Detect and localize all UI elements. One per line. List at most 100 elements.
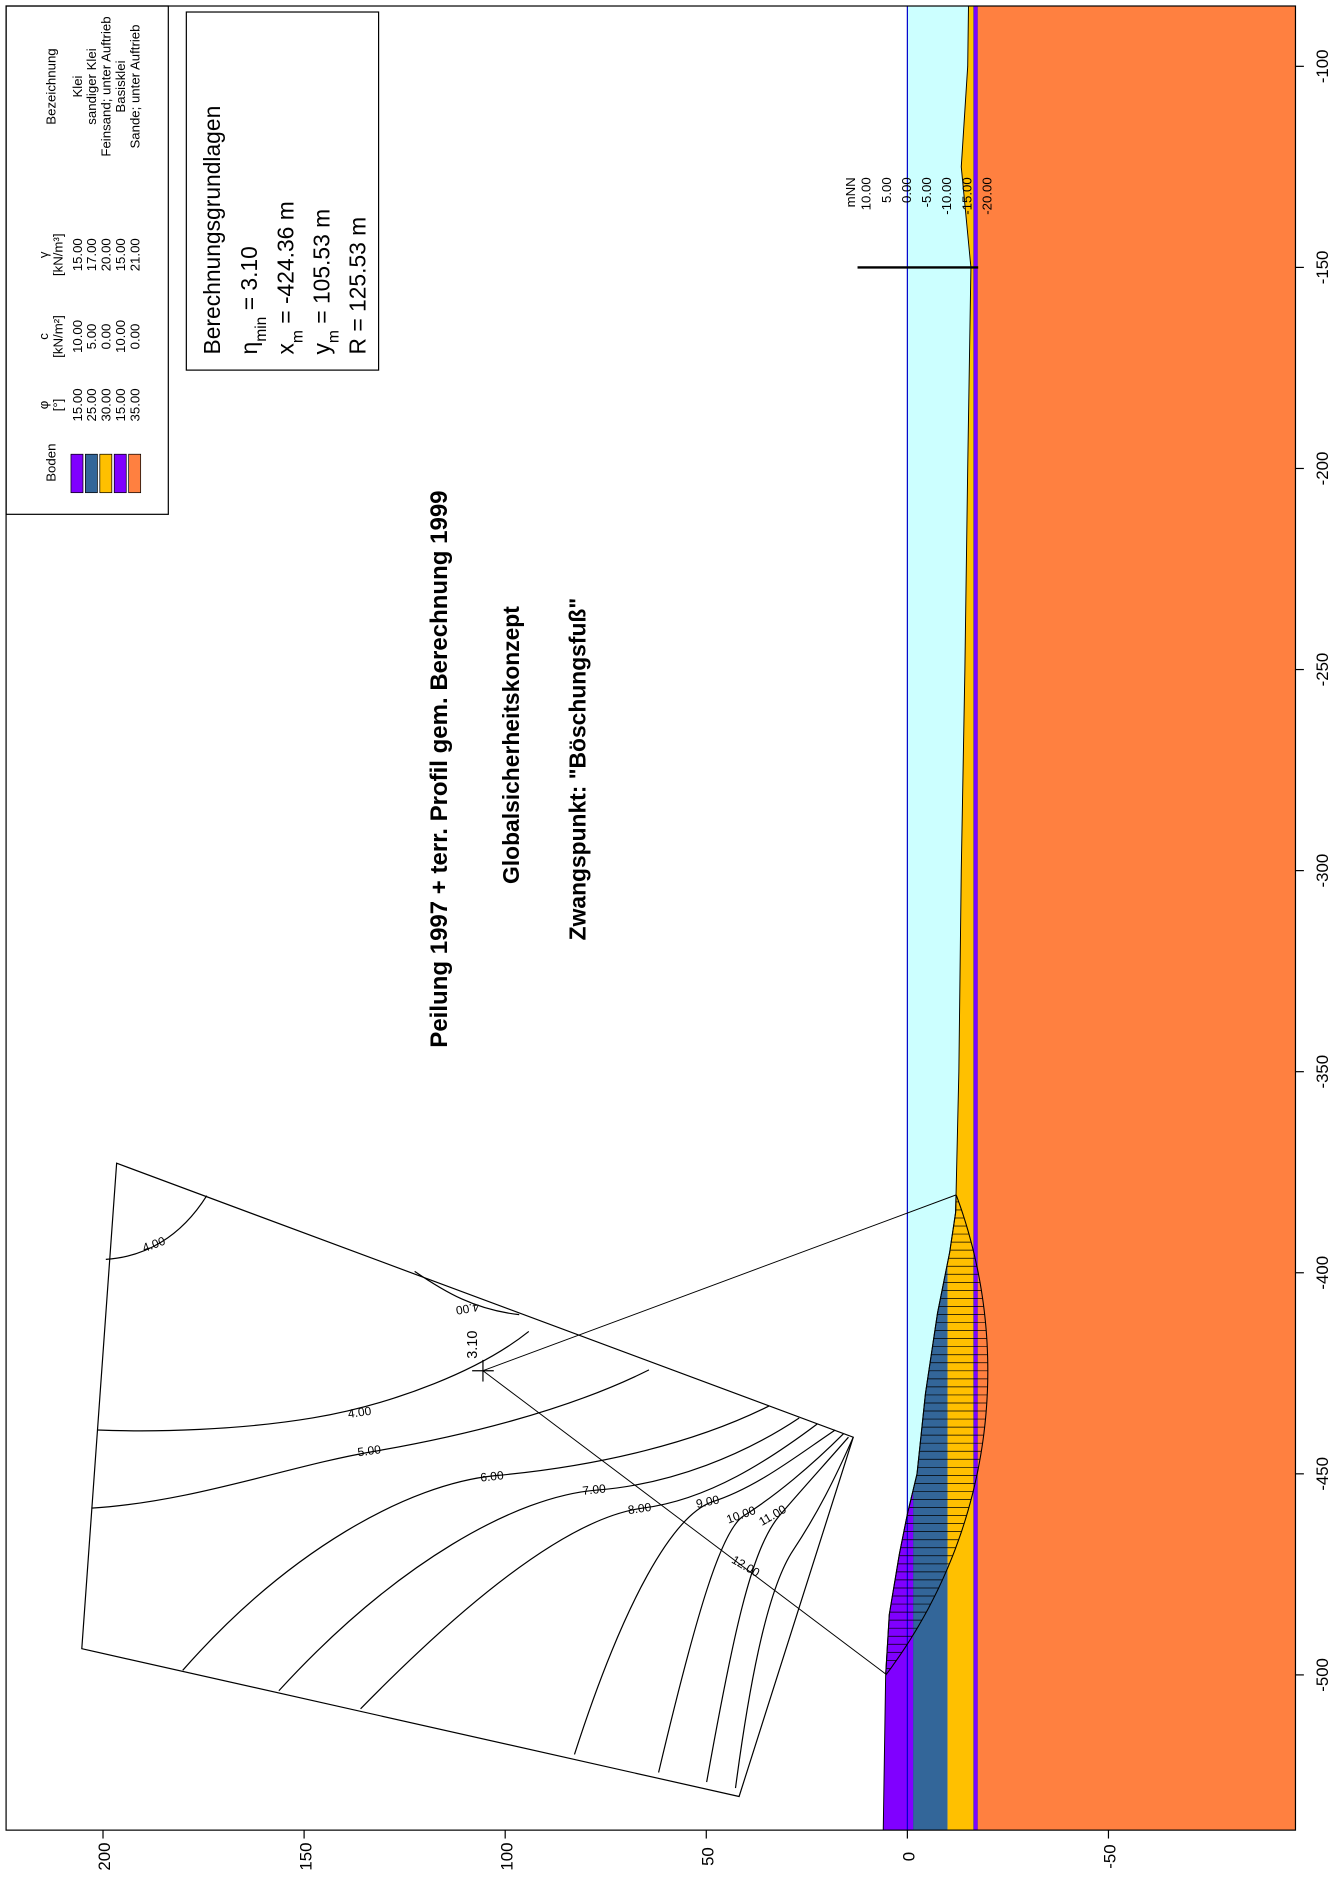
legend-name: Basisklei <box>113 60 128 112</box>
center-label: 3.10 <box>465 1331 481 1359</box>
results-symbol: η <box>236 342 262 355</box>
contour-grid: 4.00 4.00 4.00 5.00 6.00 7.00 8.00 9.00 … <box>81 1162 855 1798</box>
legend-name: Sande; unter Auftrieb <box>127 24 142 148</box>
x-tick-label: -100 <box>1313 50 1332 84</box>
y-tick-label: -50 <box>1101 1844 1120 1868</box>
y-tick-label: 200 <box>95 1843 114 1871</box>
contour-label: 8.00 <box>627 1500 652 1517</box>
contour-line <box>414 1270 520 1316</box>
radius-line <box>482 1194 957 1372</box>
legend-swatch <box>128 453 142 494</box>
ruler-label: -10.00 <box>939 177 954 214</box>
x-tick-label: -500 <box>1313 1658 1332 1692</box>
legend-header: φ <box>36 401 51 410</box>
legend-value: 25.00 <box>84 388 99 421</box>
results-box <box>185 11 380 371</box>
chart-title: Peilung 1997 + terr. Profil gem. Berechn… <box>426 490 453 1047</box>
contour-line <box>105 1195 208 1260</box>
results-value: = -424.36 m <box>272 201 298 330</box>
results-subscript: m <box>325 330 342 343</box>
results-line: ym = 105.53 m <box>308 209 341 355</box>
contour-label: 4.00 <box>454 1300 480 1318</box>
legend-value: 15.00 <box>113 238 128 271</box>
y-tick-label: 100 <box>497 1843 516 1871</box>
legend-header: [°] <box>51 399 66 412</box>
legend-header: Boden <box>43 444 58 482</box>
contour-line <box>573 1429 836 1755</box>
contour-line <box>278 1417 800 1692</box>
contour-line <box>706 1436 849 1783</box>
x-tick-label: -300 <box>1313 854 1332 888</box>
contour-line <box>182 1405 770 1671</box>
y-tick-label: 150 <box>296 1843 315 1871</box>
y-tick-label: 0 <box>900 1852 919 1861</box>
results-symbol: R <box>344 338 370 355</box>
ruler-label: -5.00 <box>919 177 934 207</box>
legend-value: 35.00 <box>127 388 142 421</box>
chart-subtitle: Globalsicherheitskonzept <box>498 606 524 884</box>
x-tick-label: -150 <box>1313 251 1332 285</box>
ruler-label: -15.00 <box>959 177 974 214</box>
legend-header: Bezeichnung <box>43 48 58 124</box>
legend-header: c <box>36 333 51 340</box>
frame <box>5 5 1297 1831</box>
soil-layer <box>977 6 1296 1831</box>
legend-value: 20.00 <box>99 238 114 271</box>
results-line: ηmin = 3.10 <box>236 246 270 354</box>
results-line: xm = -424.36 m <box>272 201 306 354</box>
results-value: = 105.53 m <box>308 209 334 330</box>
results-subscript: m <box>289 330 306 343</box>
contour-label: 4.00 <box>347 1404 372 1421</box>
legend-swatch <box>85 453 98 494</box>
legend-value: 17.00 <box>84 238 99 271</box>
legend-value: 0.00 <box>127 324 142 350</box>
legend-header: [kN/m³] <box>51 233 66 276</box>
contour-label: 6.00 <box>480 1468 505 1484</box>
legend-value: 5.00 <box>84 324 99 350</box>
results-symbol: y <box>308 342 334 354</box>
legend-name: sandiger Klei <box>84 48 99 124</box>
results-symbol: x <box>272 342 298 354</box>
y-tick-label: 50 <box>698 1847 717 1866</box>
ruler-label: -20.00 <box>979 177 994 214</box>
legend-value: 21.00 <box>127 238 142 271</box>
x-tick-label: -350 <box>1313 1055 1332 1089</box>
contour-line <box>360 1423 818 1710</box>
results-value: = 125.53 m <box>344 217 370 338</box>
results-value: = 3.10 <box>236 246 262 316</box>
legend-value: 15.00 <box>70 238 85 271</box>
ruler-label: 0.00 <box>899 177 914 203</box>
contour-label: 7.00 <box>582 1481 607 1497</box>
x-tick-label: -400 <box>1313 1256 1332 1290</box>
water <box>907 6 971 1831</box>
legend-swatch <box>70 453 84 494</box>
legend-header: [kN/m²] <box>51 315 66 358</box>
legend-value: 10.00 <box>70 320 85 353</box>
soil-layer <box>973 6 979 1831</box>
x-tick-label: -250 <box>1313 653 1332 687</box>
ruler-label: 10.00 <box>859 177 874 210</box>
results-line: R = 125.53 m <box>344 217 370 355</box>
contour-line <box>734 1436 854 1789</box>
legend-value: 15.00 <box>113 388 128 421</box>
legend-swatch <box>113 453 127 494</box>
legend-box <box>5 5 169 515</box>
ruler-label: 5.00 <box>879 177 894 203</box>
legend-header: γ <box>36 251 51 258</box>
legend-value: 15.00 <box>70 388 85 421</box>
contour-line <box>658 1433 845 1773</box>
contour-line <box>97 1330 530 1432</box>
chart-note: Zwangspunkt: "Böschungsfuß" <box>564 598 590 940</box>
results-title: Berechnungsgrundlagen <box>199 106 225 355</box>
contour-label: 9.00 <box>695 1492 721 1511</box>
radius-line <box>482 1370 887 1675</box>
legend-name: Feinsand; unter Auftrieb <box>99 16 114 156</box>
contour-label: 5.00 <box>357 1442 382 1459</box>
x-tick-label: -200 <box>1313 452 1332 486</box>
legend-value: 0.00 <box>99 324 114 350</box>
ruler-unit: mNN <box>843 177 858 207</box>
results-subscript: min <box>253 317 270 342</box>
